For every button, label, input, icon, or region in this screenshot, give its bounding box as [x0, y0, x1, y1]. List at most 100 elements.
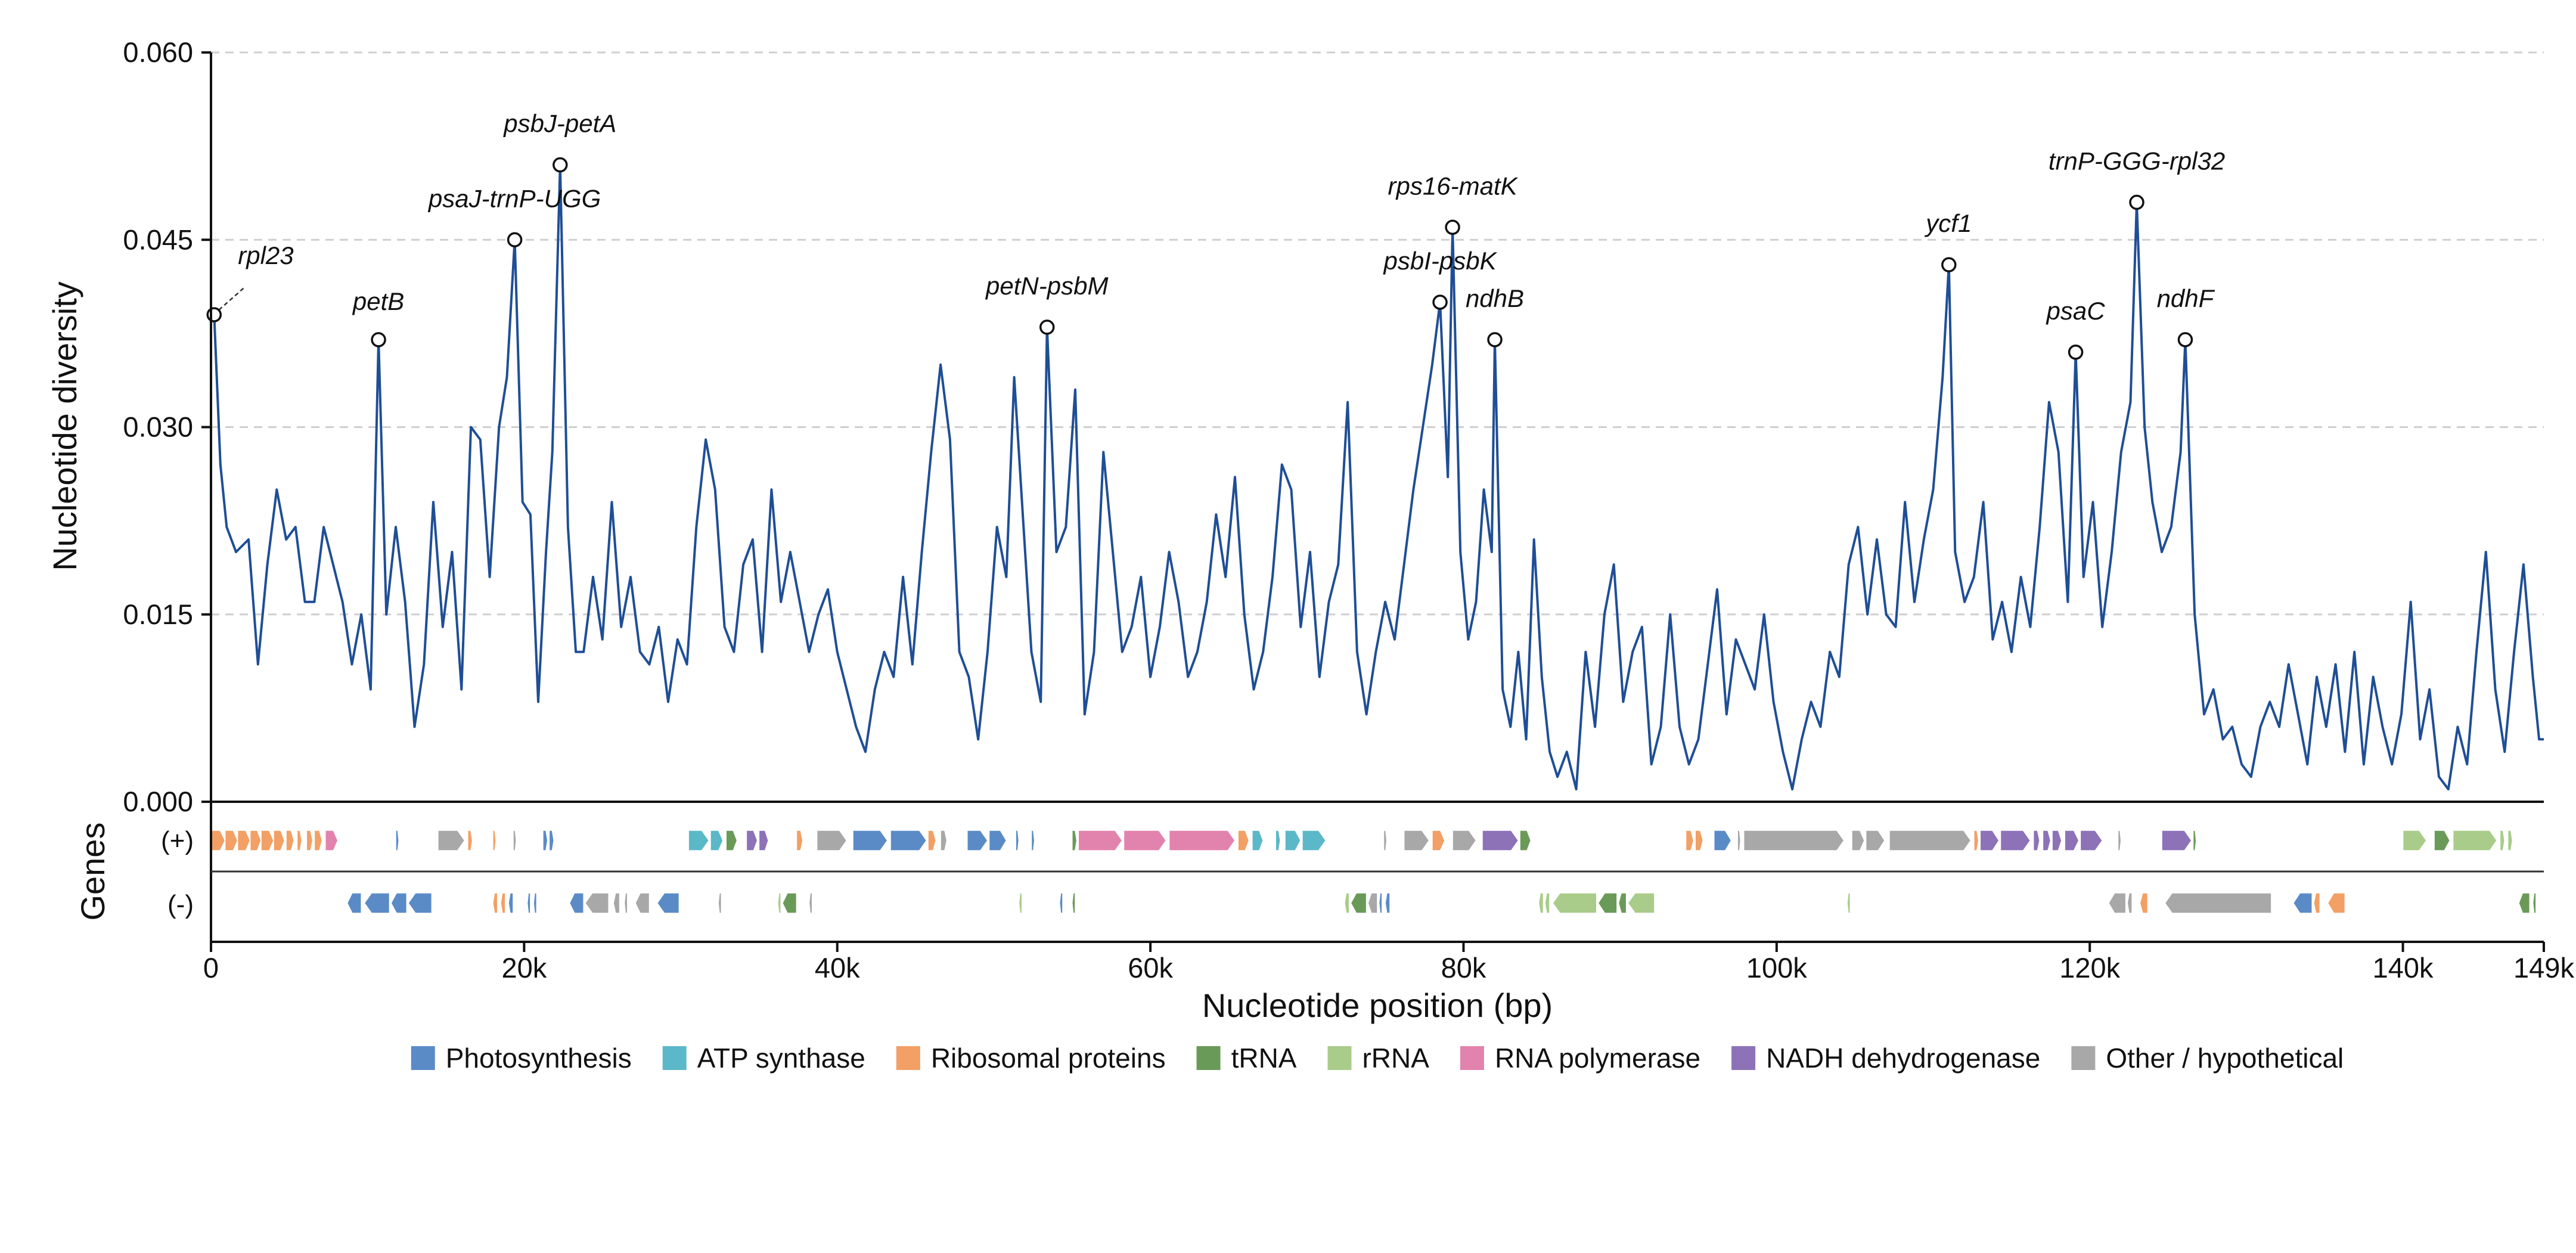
gene-minus — [364, 892, 390, 914]
gene-plus — [2042, 830, 2052, 851]
gene-plus — [273, 830, 285, 851]
gene-plus — [2452, 830, 2498, 851]
gene-minus — [1350, 892, 1367, 914]
peak-marker — [2068, 345, 2084, 360]
x-tick-label: 0 — [203, 952, 219, 984]
gene-plus — [710, 830, 724, 851]
x-tick-label: 80k — [1441, 952, 1486, 984]
gene-minus — [613, 892, 620, 914]
gene-plus — [1685, 830, 1694, 851]
gene-minus — [718, 892, 722, 914]
peak-label: rpl23 — [238, 241, 293, 269]
gene-minus — [1378, 892, 1383, 914]
gene-plus — [796, 830, 803, 851]
gene-minus — [777, 892, 781, 914]
gene-minus — [2518, 892, 2531, 914]
gene-plus — [296, 830, 303, 851]
legend-label: Other / hypothetical — [2106, 1043, 2344, 1074]
gene-plus — [816, 830, 848, 851]
gene-plus — [548, 830, 555, 851]
peak-leader-line — [218, 287, 245, 311]
gene-minus — [408, 892, 433, 914]
gene-minus — [1072, 892, 1076, 914]
gene-plus — [1403, 830, 1430, 851]
gene-minus — [2164, 892, 2272, 914]
genes-axis-title: Genes — [74, 823, 111, 921]
gene-plus — [940, 830, 948, 851]
gene-plus — [1275, 830, 1281, 851]
peak-marker — [371, 332, 386, 348]
gene-minus — [390, 892, 408, 914]
gene-plus — [1072, 830, 1078, 851]
legend-label: tRNA — [1231, 1043, 1297, 1074]
peak-label: ndhB — [1466, 284, 1524, 312]
gene-plus — [1031, 830, 1035, 851]
y-tick-label: 0.030 — [123, 411, 193, 443]
x-tick-label: 149k — [2513, 952, 2574, 984]
gene-plus — [1851, 830, 1865, 851]
gene-minus — [584, 892, 609, 914]
gene-plus — [1482, 830, 1519, 851]
gene-plus — [967, 830, 988, 851]
gene-minus — [1367, 892, 1378, 914]
y-tick-label: 0.060 — [123, 36, 193, 68]
gene-minus — [508, 892, 514, 914]
legend-swatch — [1327, 1046, 1352, 1070]
gene-plus — [467, 830, 473, 851]
gene-minus — [623, 892, 628, 914]
gene-plus — [1078, 830, 1123, 851]
gene-plus — [2507, 830, 2513, 851]
gene-plus — [746, 830, 758, 851]
gene-minus — [2292, 892, 2313, 914]
gene-plus — [1737, 830, 1742, 851]
legend-label: Ribosomal proteins — [931, 1043, 1166, 1074]
gene-plus — [1973, 830, 1979, 851]
gene-plus — [1284, 830, 1302, 851]
peak-label: psaC — [2046, 297, 2106, 325]
legend: Photosynthesis ATP synthase Ribosomal prot… — [411, 1043, 2344, 1074]
gene-minus — [1018, 892, 1023, 914]
legend-swatch — [2071, 1046, 2096, 1070]
gene-plus — [1714, 830, 1732, 851]
gene-plus — [1383, 830, 1388, 851]
axes — [210, 52, 2544, 943]
gene-plus — [2192, 830, 2197, 851]
gene-plus — [758, 830, 769, 851]
y-axis-ticks: 0.000 0.015 0.030 0.045 0.060 — [123, 36, 211, 817]
peak-label: rps16-matK — [1388, 172, 1519, 200]
legend-label: rRNA — [1362, 1043, 1429, 1074]
peak-label: psbI-psbK — [1383, 247, 1498, 275]
peak-annotations: rpl23 petB psaJ-trnP-UGG psbJ-petA petN-psbM… — [206, 110, 2225, 360]
gene-minus — [1597, 892, 1618, 914]
gene-plus — [725, 830, 738, 851]
gene-minus — [781, 892, 797, 914]
gene-minus — [533, 892, 538, 914]
gene-plus — [2499, 830, 2506, 851]
peak-marker — [206, 307, 222, 322]
gene-plus — [492, 830, 496, 851]
x-tick-label: 140k — [2373, 952, 2434, 984]
gene-plus — [1519, 830, 1532, 851]
gene-minus — [2139, 892, 2149, 914]
gene-minus — [1618, 892, 1627, 914]
x-tick-label: 100k — [1746, 952, 1807, 984]
peak-label: ndhF — [2157, 284, 2215, 312]
gene-plus — [2402, 830, 2427, 851]
legend-swatch — [1196, 1046, 1221, 1070]
gene-plus — [437, 830, 465, 851]
peak-label: petN-psbM — [985, 272, 1108, 300]
gene-plus — [210, 830, 226, 851]
peak-marker — [1039, 320, 1055, 335]
gene-minus — [1344, 892, 1350, 914]
gene-plus — [224, 830, 238, 851]
gene-plus — [314, 830, 323, 851]
gene-tracks — [210, 830, 2537, 914]
gene-plus — [1015, 830, 1020, 851]
gene-plus — [513, 830, 517, 851]
gene-minus — [569, 892, 584, 914]
x-tick-label: 120k — [2059, 952, 2120, 984]
strand-minus-label: (-) — [167, 890, 194, 919]
y-tick-label: 0.000 — [123, 786, 193, 817]
gene-plus — [2052, 830, 2062, 851]
gene-plus — [890, 830, 927, 851]
